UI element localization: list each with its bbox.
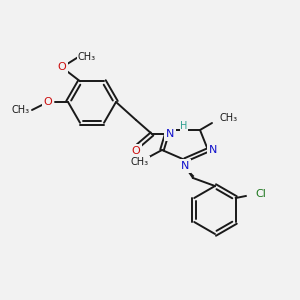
Text: Cl: Cl bbox=[256, 189, 267, 199]
Text: CH₃: CH₃ bbox=[131, 157, 149, 167]
Text: N: N bbox=[209, 145, 217, 155]
Text: O: O bbox=[132, 146, 140, 156]
Text: CH₃: CH₃ bbox=[220, 113, 238, 123]
Text: CH₃: CH₃ bbox=[12, 105, 30, 115]
Text: N: N bbox=[181, 161, 189, 171]
Text: CH₃: CH₃ bbox=[78, 52, 96, 62]
Text: H: H bbox=[180, 121, 188, 131]
Text: N: N bbox=[166, 129, 174, 139]
Text: O: O bbox=[44, 97, 52, 107]
Text: O: O bbox=[58, 62, 66, 72]
